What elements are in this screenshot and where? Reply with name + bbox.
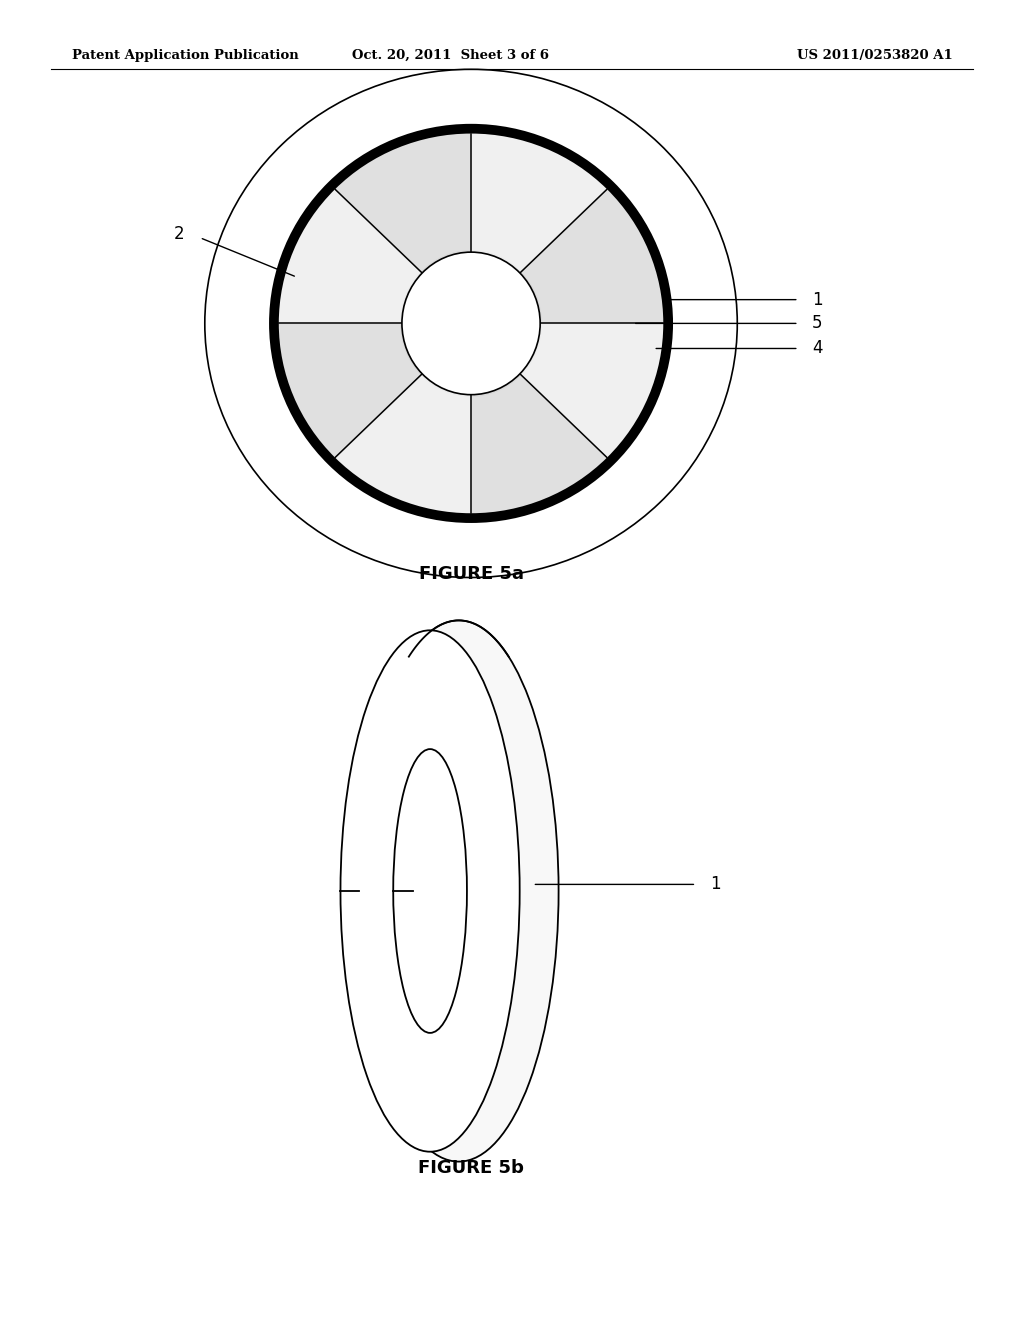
Ellipse shape: [340, 630, 519, 1151]
Polygon shape: [471, 133, 607, 272]
Ellipse shape: [413, 739, 505, 1043]
Text: FIGURE 5a: FIGURE 5a: [419, 565, 523, 583]
Text: 4: 4: [812, 339, 822, 358]
Polygon shape: [520, 189, 665, 323]
Text: 1: 1: [710, 875, 720, 894]
Text: 5: 5: [812, 314, 822, 333]
Text: 2: 2: [174, 224, 184, 243]
Polygon shape: [335, 133, 471, 272]
Text: US 2011/0253820 A1: US 2011/0253820 A1: [797, 49, 952, 62]
Ellipse shape: [393, 748, 467, 1032]
Text: 1: 1: [812, 290, 822, 309]
Polygon shape: [279, 189, 422, 323]
Polygon shape: [335, 375, 471, 513]
Text: FIGURE 5b: FIGURE 5b: [418, 1159, 524, 1177]
Text: Oct. 20, 2011  Sheet 3 of 6: Oct. 20, 2011 Sheet 3 of 6: [352, 49, 549, 62]
Text: Patent Application Publication: Patent Application Publication: [72, 49, 298, 62]
Polygon shape: [471, 375, 607, 513]
Polygon shape: [279, 323, 422, 458]
Ellipse shape: [401, 252, 541, 395]
Ellipse shape: [359, 620, 559, 1162]
Polygon shape: [520, 323, 665, 458]
